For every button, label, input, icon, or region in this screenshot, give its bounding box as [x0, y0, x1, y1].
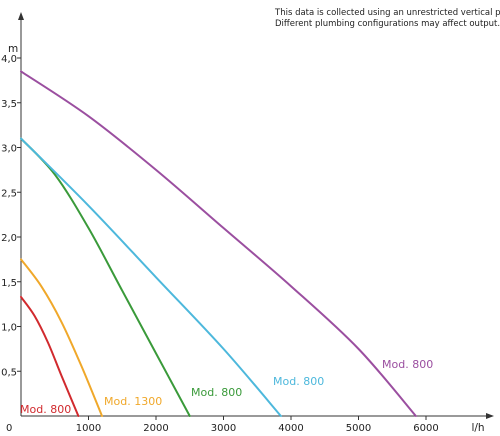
series-line-red	[20, 295, 80, 417]
tick-marks: 0 1000 2000 3000 4000 5000 6000 0,5 1,0 1,5 2,0 2,5…	[1, 54, 439, 434]
y-tick-label: 0,5	[1, 367, 17, 378]
series-label: Mod. 1300	[104, 395, 162, 408]
series-label: Mod. 800	[382, 358, 433, 371]
chart-note-line-1: This data is collected using an unrestri…	[275, 8, 500, 18]
y-tick-label: 2,5	[1, 188, 17, 199]
x-tick-label: 4000	[278, 423, 303, 434]
chart-note-line-2: Different plumbing configurations may af…	[275, 19, 500, 29]
x-tick-label: 0	[6, 423, 12, 434]
y-axis-arrow	[18, 12, 24, 20]
chart-note: This data is collected using an unrestri…	[275, 8, 500, 30]
series-line-blue	[20, 137, 282, 417]
x-axis-arrow	[486, 413, 494, 419]
series-labels: Mod. 800 Mod. 1300 Mod. 800 Mod. 800 Mod. 80…	[20, 358, 433, 416]
series-line-orange	[20, 258, 103, 417]
y-axis-label: m	[8, 43, 18, 55]
series-label: Mod. 800	[20, 403, 71, 416]
series-label: Mod. 800	[273, 375, 324, 388]
series-label: Mod. 800	[191, 386, 242, 399]
y-tick-label: 1,0	[1, 323, 17, 334]
axes: m l/h	[8, 12, 494, 434]
y-tick-label: 4,0	[1, 54, 17, 65]
x-axis-label: l/h	[471, 422, 484, 434]
x-tick-label: 2000	[143, 423, 168, 434]
y-tick-label: 3,5	[1, 99, 17, 110]
y-tick-label: 1,5	[1, 278, 17, 289]
y-tick-label: 2,0	[1, 233, 17, 244]
series-line-green	[20, 137, 191, 417]
x-tick-label: 6000	[413, 423, 438, 434]
x-tick-label: 5000	[346, 423, 371, 434]
series-line-purple	[20, 70, 417, 417]
x-tick-label: 1000	[76, 423, 101, 434]
x-tick-label: 3000	[211, 423, 236, 434]
series-lines	[20, 70, 417, 417]
y-tick-label: 3,0	[1, 144, 17, 155]
